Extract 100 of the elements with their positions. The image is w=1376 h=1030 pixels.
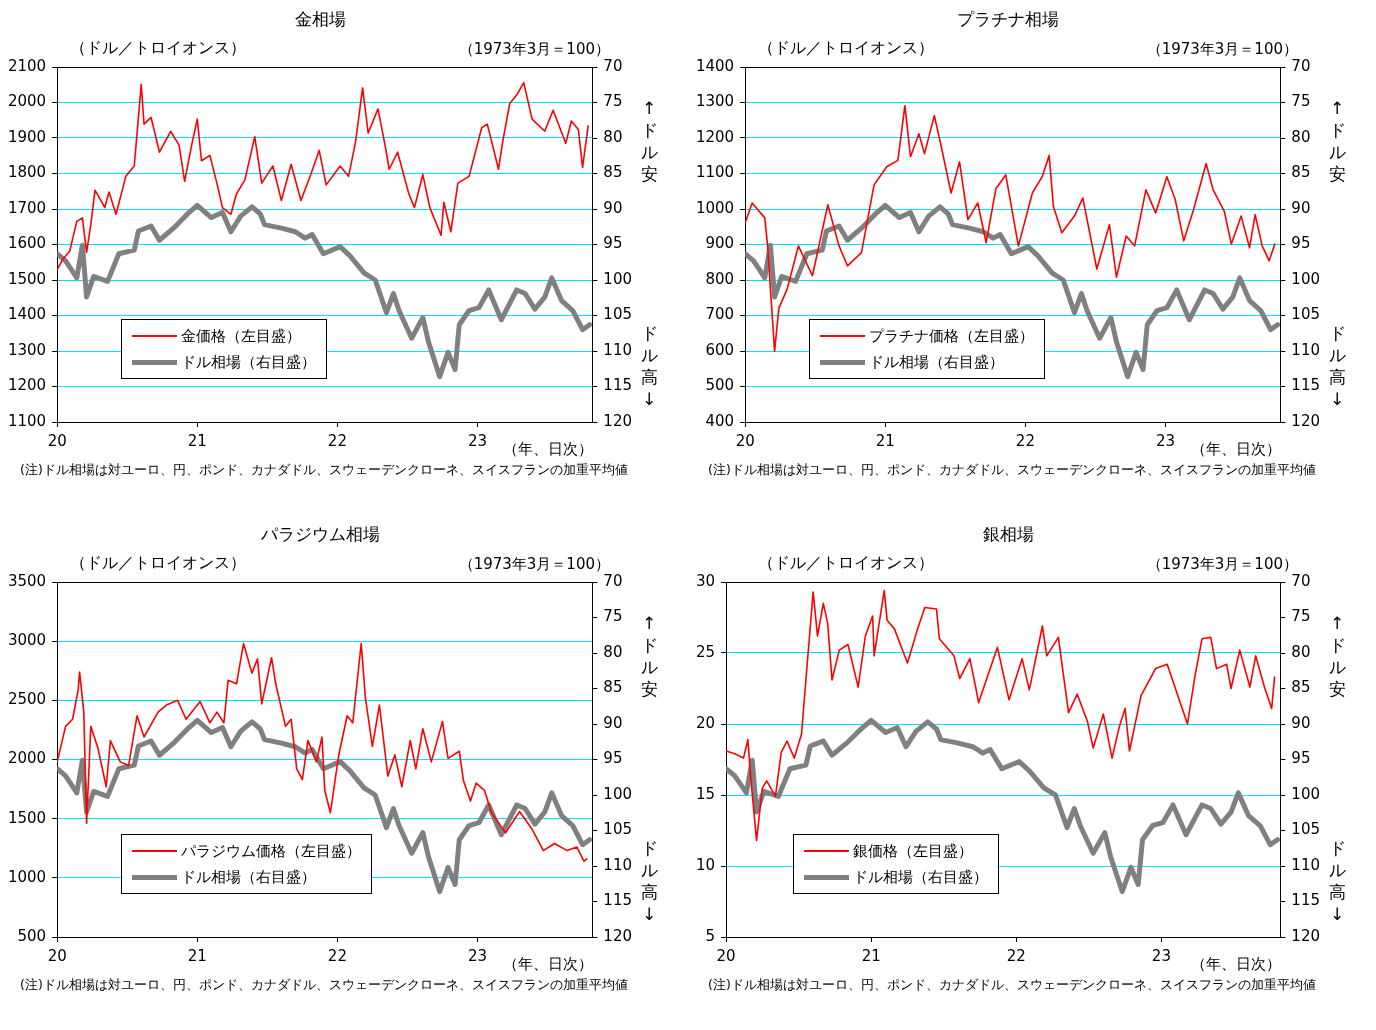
y-tick-label: 1200 — [7, 376, 47, 395]
y2-tick-label: 120 — [1291, 926, 1321, 945]
x-tick-label: 21 — [187, 431, 207, 450]
y2-tick-label: 95 — [1291, 749, 1311, 768]
y2-tick-label: 90 — [603, 198, 623, 217]
legend-label: ドル相場（右目盛） — [869, 352, 1005, 372]
x-tick-label: 22 — [1006, 946, 1026, 965]
y2-tick-label: 110 — [603, 855, 633, 874]
y-tick-label: 500 — [705, 376, 735, 395]
y2-axis-title: （1973年3月＝100） — [1146, 40, 1298, 59]
y-tick-label: 2000 — [7, 92, 47, 111]
y-tick-label: 1700 — [7, 198, 47, 217]
y-tick-label: 2100 — [7, 56, 47, 75]
y-tick-label: 800 — [705, 269, 735, 288]
x-tick-label: 21 — [875, 431, 895, 450]
text: ↑ドル安 — [1327, 612, 1347, 700]
y-tick-label: 400 — [705, 411, 735, 430]
y2-tick-label: 105 — [603, 820, 633, 839]
y2-axis-title: （1973年3月＝100） — [458, 555, 610, 574]
y2-tick-label: 80 — [1291, 642, 1311, 661]
y2-tick-label: 110 — [1291, 340, 1321, 359]
y2-tick-label: 110 — [603, 340, 633, 359]
y2-tick-label: 110 — [1291, 855, 1321, 874]
y2-tick-label: 75 — [603, 92, 623, 111]
text: ドル高↓ — [639, 837, 659, 925]
y2-tick-label: 85 — [603, 163, 623, 182]
y2-tick-label: 105 — [1291, 305, 1321, 324]
chart-title: 金相場 — [293, 8, 347, 31]
y2-tick-label: 70 — [1291, 571, 1311, 590]
y-axis-title: （ドル／トロイオンス） — [758, 38, 934, 59]
y2-tick-label: 120 — [603, 411, 633, 430]
y2-tick-label: 105 — [603, 305, 633, 324]
y-tick-label: 1300 — [695, 92, 735, 111]
chart-title: 銀相場 — [981, 523, 1035, 546]
y-tick-label: 1100 — [695, 163, 735, 182]
legend-label: 銀価格（左目盛） — [852, 841, 973, 861]
x-axis-title: （年、日次） — [1191, 955, 1281, 974]
y2-tick-label: 115 — [1291, 891, 1321, 910]
y2-tick-label: 90 — [1291, 198, 1311, 217]
text: ドル高↓ — [1327, 322, 1347, 410]
y-tick-label: 10 — [695, 855, 716, 874]
y-tick-label: 600 — [705, 340, 735, 359]
text: ↑ドル安 — [639, 612, 659, 700]
y2-tick-label: 100 — [603, 784, 633, 803]
y-tick-label: 25 — [695, 642, 716, 661]
legend-label: パラジウム価格（左目盛） — [181, 841, 362, 861]
x-tick-label: 21 — [187, 946, 207, 965]
y2-tick-label: 90 — [1291, 713, 1311, 732]
y2-tick-label: 115 — [603, 891, 633, 910]
x-tick-label: 21 — [861, 946, 881, 965]
y-tick-label: 30 — [695, 571, 716, 590]
x-tick-label: 22 — [327, 431, 347, 450]
text: ドル高↓ — [639, 322, 659, 410]
legend-label: ドル相場（右目盛） — [852, 867, 988, 887]
y-tick-label: 20 — [695, 713, 716, 732]
y-tick-label: 1900 — [7, 127, 47, 146]
y-tick-label: 1400 — [7, 305, 47, 324]
x-tick-label: 20 — [735, 431, 755, 450]
y-axis-title: （ドル／トロイオンス） — [758, 553, 934, 574]
y-axis-title: （ドル／トロイオンス） — [70, 553, 246, 574]
x-tick-label: 23 — [467, 431, 488, 450]
y2-tick-label: 75 — [1291, 92, 1311, 111]
text: (注)ドル相場は対ユーロ、円、ポンド、カナダドル、スウェーデンクローネ、スイスフランの加重平均値 — [708, 977, 1316, 994]
y2-tick-label: 75 — [1291, 607, 1311, 626]
y-tick-label: 1400 — [695, 56, 735, 75]
y-tick-label: 1200 — [695, 127, 735, 146]
text: (注)ドル相場は対ユーロ、円、ポンド、カナダドル、スウェーデンクローネ、スイスフランの加重平均値 — [20, 462, 628, 479]
y2-tick-label: 85 — [603, 678, 623, 697]
y-tick-label: 1300 — [7, 340, 47, 359]
y2-tick-label: 70 — [603, 56, 623, 75]
y2-tick-label: 80 — [1291, 127, 1311, 146]
x-axis-title: （年、日次） — [503, 440, 593, 459]
legend-label: ドル相場（右目盛） — [181, 867, 317, 887]
y-tick-label: 3500 — [7, 571, 47, 590]
x-tick-label: 20 — [47, 946, 67, 965]
y-tick-label: 5 — [705, 926, 716, 945]
y-tick-label: 500 — [17, 926, 47, 945]
x-tick-label: 23 — [1155, 431, 1176, 450]
legend-label: ドル相場（右目盛） — [181, 352, 317, 372]
y-tick-label: 15 — [695, 784, 716, 803]
y-tick-label: 900 — [705, 234, 735, 253]
x-tick-label: 23 — [1151, 946, 1171, 965]
y-tick-label: 1100 — [7, 411, 47, 430]
y-tick-label: 2500 — [7, 690, 47, 709]
y2-tick-label: 115 — [1291, 376, 1321, 395]
y2-tick-label: 120 — [603, 926, 633, 945]
text: ↑ドル安 — [1327, 97, 1347, 185]
y2-axis-title: （1973年3月＝100） — [458, 40, 610, 59]
y-tick-label: 700 — [705, 305, 735, 324]
y2-tick-label: 105 — [1291, 820, 1321, 839]
y2-tick-label: 85 — [1291, 678, 1311, 697]
y2-tick-label: 95 — [1291, 234, 1311, 253]
x-tick-label: 23 — [467, 946, 488, 965]
text: ドル高↓ — [1327, 837, 1347, 925]
y2-tick-label: 115 — [603, 376, 633, 395]
y2-tick-label: 95 — [603, 234, 623, 253]
y2-tick-label: 100 — [1291, 784, 1321, 803]
y2-tick-label: 70 — [603, 571, 623, 590]
y-tick-label: 1800 — [7, 163, 47, 182]
chart-title: プラチナ相場 — [956, 8, 1060, 31]
